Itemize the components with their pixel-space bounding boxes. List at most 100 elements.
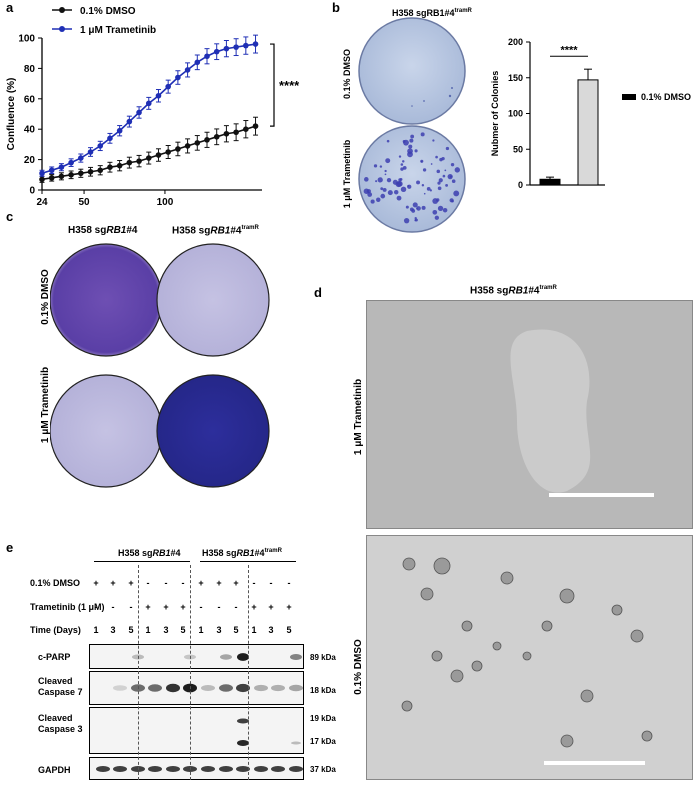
data-point xyxy=(233,129,239,136)
data-point xyxy=(58,164,65,170)
data-point xyxy=(194,59,201,66)
colony xyxy=(398,178,402,182)
colony xyxy=(403,139,409,146)
colony xyxy=(377,177,383,183)
y-tick-label: 50 xyxy=(513,144,523,154)
data-point xyxy=(116,127,123,134)
condition-cell: + xyxy=(233,578,239,588)
data-point xyxy=(107,164,113,170)
condition-cell: - xyxy=(252,578,256,588)
colony xyxy=(444,169,447,172)
blot-divider-0 xyxy=(138,565,139,780)
blot-label-gapdh: GAPDH xyxy=(38,765,71,775)
colony xyxy=(429,189,432,192)
condition-cell: + xyxy=(198,578,204,588)
panel-d-row-label-dmso: 0.1% DMSO xyxy=(353,639,364,695)
y-tick-label: 200 xyxy=(508,37,523,47)
condition-cell: 3 xyxy=(268,625,274,635)
colony xyxy=(416,206,421,211)
band-caspase7 xyxy=(148,684,162,692)
colony xyxy=(370,199,375,204)
condition-label-trametinib: Trametinib (1 μM) xyxy=(30,602,105,612)
blot-group1-underline xyxy=(94,561,190,562)
condition-cell: - xyxy=(111,602,115,612)
colony xyxy=(451,199,454,203)
data-point xyxy=(243,42,249,49)
data-point xyxy=(165,149,171,155)
band-caspase7 xyxy=(236,683,250,693)
colony xyxy=(379,165,383,168)
panel-d-title: H358 sgRB1#4tramR xyxy=(470,285,557,297)
colony xyxy=(451,179,456,184)
colony xyxy=(420,159,424,163)
data-point xyxy=(68,159,74,166)
band-cparp xyxy=(220,654,232,660)
condition-cell: 5 xyxy=(128,625,134,635)
bar-1 xyxy=(577,79,599,186)
condition-cell: 1 xyxy=(145,625,151,635)
legend-marker-1 xyxy=(59,26,65,32)
data-point xyxy=(204,53,210,60)
colony xyxy=(380,187,384,191)
colony xyxy=(442,174,446,178)
condition-cell: - xyxy=(287,578,291,588)
colony xyxy=(454,167,460,173)
y-tick-label: 100 xyxy=(508,109,523,119)
panel-c-plate-images xyxy=(50,243,270,488)
plate-c-rb1-dmso xyxy=(50,243,163,357)
kda-gapdh: 37 kDa xyxy=(310,765,336,774)
x-tick-label: 50 xyxy=(78,197,90,205)
data-point xyxy=(39,176,45,183)
band-caspase7 xyxy=(289,684,303,692)
colony xyxy=(435,198,440,202)
condition-cell: + xyxy=(128,578,134,588)
condition-cell: - xyxy=(94,602,98,612)
colony xyxy=(385,158,391,164)
condition-cell: + xyxy=(93,578,99,588)
plate-dmso-image xyxy=(358,17,466,125)
colonies-bar-chart: 0 50 100 150 200 Nubmer of Colonies **** 0.1% D… xyxy=(490,37,691,190)
colony xyxy=(445,146,450,151)
colony xyxy=(410,134,415,139)
colony xyxy=(437,181,441,185)
x-tick-label: 100 xyxy=(157,197,174,205)
kda-caspase3-17: 17 kDa xyxy=(310,737,336,746)
colony xyxy=(407,185,410,187)
data-point xyxy=(87,168,94,175)
colony xyxy=(437,186,442,191)
condition-cell: + xyxy=(286,602,292,612)
colony xyxy=(396,180,403,187)
data-point xyxy=(184,143,191,149)
data-point xyxy=(252,123,259,129)
condition-cell: - xyxy=(217,602,221,612)
blot-label-caspase3: Cleaved Caspase 3 xyxy=(38,713,83,734)
colony xyxy=(430,163,433,165)
data-point xyxy=(58,173,65,180)
condition-cell: 1 xyxy=(198,625,204,635)
band-caspase7 xyxy=(113,685,127,691)
band-caspase7 xyxy=(271,684,285,692)
colony xyxy=(384,169,387,173)
data-point xyxy=(175,74,181,81)
data-point xyxy=(252,41,259,47)
data-point xyxy=(48,167,55,174)
data-point xyxy=(223,130,230,137)
data-point xyxy=(145,155,152,161)
bar-0 xyxy=(539,178,561,186)
data-point xyxy=(243,126,249,132)
band-gapdh xyxy=(289,766,303,772)
colony xyxy=(412,202,418,208)
condition-cell: 3 xyxy=(163,625,169,635)
data-point xyxy=(145,100,152,107)
y-tick-label: 0 xyxy=(518,180,523,190)
condition-cell: 5 xyxy=(286,625,292,635)
colony xyxy=(449,175,453,178)
blot-label-caspase7: Cleaved Caspase 7 xyxy=(38,676,83,697)
colony xyxy=(400,163,404,166)
colony xyxy=(438,178,443,183)
condition-cell: + xyxy=(180,602,186,612)
band-caspase7 xyxy=(201,685,215,691)
y-tick-label: 150 xyxy=(508,73,523,83)
colony xyxy=(373,164,378,168)
data-point xyxy=(97,143,104,149)
